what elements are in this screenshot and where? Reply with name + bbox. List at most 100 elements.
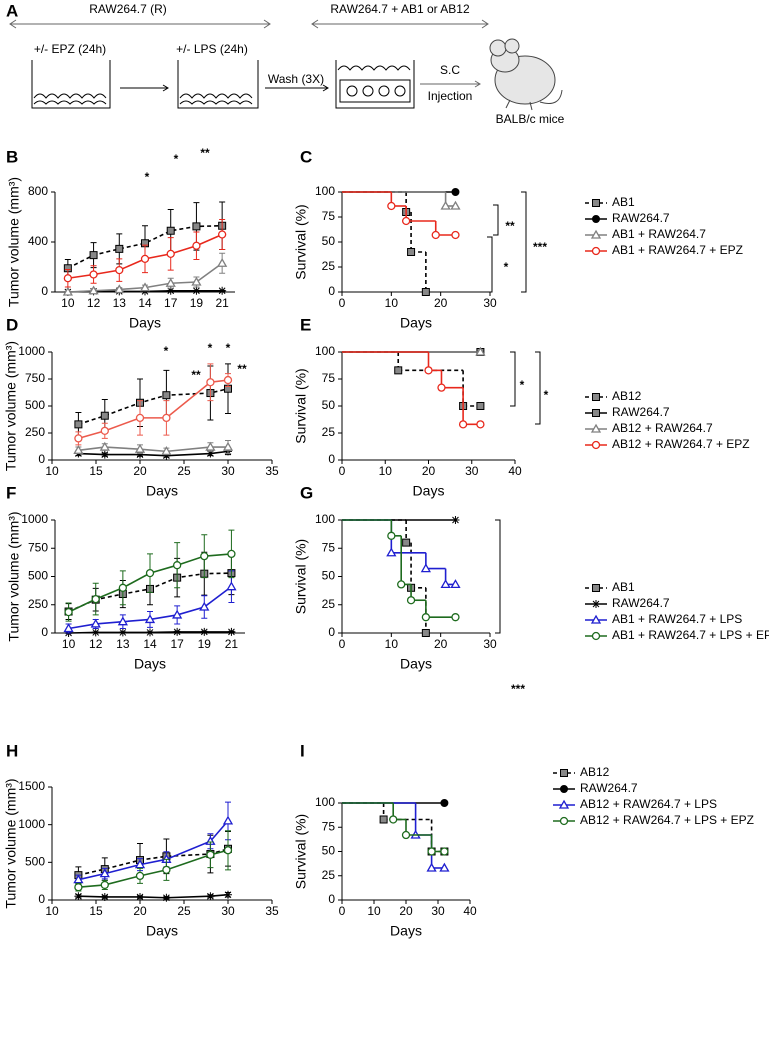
marker	[421, 613, 431, 622]
marker	[146, 628, 154, 637]
marker	[590, 229, 602, 239]
legend-label: RAW264.7	[580, 781, 638, 795]
marker	[99, 868, 110, 878]
marker	[592, 584, 600, 592]
chart: H 0 500 1000 1500 10 15 20 25 30 35 Days Tumor volum…	[3, 741, 279, 938]
arrow-head	[474, 80, 481, 88]
y-tick-label: 100	[315, 184, 335, 198]
marker	[100, 426, 109, 435]
panel-letter: A	[6, 1, 18, 20]
x-tick-label: 10	[45, 464, 59, 478]
legend-label: AB1 + RAW264.7	[612, 227, 706, 241]
x-tick-label: 30	[465, 464, 479, 478]
marker	[191, 276, 202, 286]
x-tick-label: 30	[221, 464, 235, 478]
legend-label: RAW264.7	[612, 405, 670, 419]
marker	[389, 815, 398, 824]
marker	[451, 230, 460, 240]
marker	[162, 451, 171, 460]
marker	[91, 594, 100, 604]
y-tick-label: 250	[25, 425, 45, 439]
y-axis-title: Tumor volume (mm³)	[6, 177, 22, 307]
marker	[591, 631, 601, 641]
chart: F 0 250 500 750 1000 10 12 13 14 17 19 21 Days Tumor v…	[6, 483, 245, 672]
cells	[337, 65, 411, 71]
marker	[134, 859, 146, 869]
x-tick-label: 17	[164, 296, 178, 310]
marker	[431, 230, 440, 240]
x-tick-label: 17	[170, 637, 184, 651]
marker	[74, 892, 83, 901]
marker	[162, 391, 171, 400]
marker	[406, 596, 416, 605]
step-label: Injection	[428, 89, 473, 103]
marker	[592, 600, 600, 608]
marker	[73, 444, 84, 454]
marker	[100, 411, 109, 420]
significance-bracket	[487, 236, 493, 293]
marker	[115, 244, 124, 253]
x-tick-label: 19	[198, 637, 212, 651]
y-tick-label: 25	[322, 597, 336, 611]
panel-letter: D	[6, 315, 18, 334]
panel-letter: C	[300, 147, 312, 166]
marker	[397, 580, 406, 589]
y-tick-label: 1000	[18, 344, 45, 358]
y-tick-label: 25	[322, 868, 336, 882]
y-tick-label: 50	[322, 569, 336, 583]
legend-label: AB1 + RAW264.7 + LPS	[612, 612, 742, 626]
legend-label: AB12 + RAW264.7 + LPS	[580, 797, 717, 811]
marker	[117, 616, 128, 626]
marker	[162, 413, 171, 423]
marker	[162, 865, 171, 875]
legend-label: AB1 + RAW264.7 + EPZ	[612, 243, 743, 257]
cell	[394, 85, 406, 97]
legend-label: RAW264.7	[612, 596, 670, 610]
annotation: *	[520, 378, 525, 392]
marker	[118, 628, 127, 637]
legend-label: AB1 + RAW264.7 + LPS + EPZ	[612, 628, 769, 642]
legend-label: AB1	[612, 580, 635, 594]
marker	[592, 409, 600, 417]
y-axis-title: Survival (%)	[293, 204, 309, 279]
marker	[192, 222, 201, 231]
x-tick-label: 12	[89, 637, 103, 651]
y-tick-label: 750	[25, 371, 45, 385]
annotation: *	[164, 344, 169, 358]
x-axis-title: Days	[413, 483, 445, 499]
marker	[166, 249, 175, 259]
x-tick-label: 30	[431, 904, 445, 918]
marker	[166, 286, 175, 295]
x-axis-title: Days	[129, 315, 161, 331]
tumor-cells	[339, 79, 411, 103]
marker	[226, 581, 237, 591]
marker	[63, 623, 74, 633]
y-tick-label: 25	[322, 259, 336, 273]
cell	[378, 85, 390, 97]
marker	[592, 393, 600, 401]
marker	[451, 188, 460, 196]
annotation: *	[226, 341, 231, 355]
marker	[401, 830, 411, 840]
x-tick-label: 20	[133, 904, 147, 918]
panel-letter: I	[300, 741, 305, 760]
marker	[440, 799, 449, 807]
y-tick-label: 75	[322, 371, 336, 385]
x-tick-label: 20	[422, 464, 436, 478]
marker	[206, 378, 215, 387]
marker	[592, 215, 600, 223]
arrow-head	[9, 19, 271, 29]
marker	[450, 200, 461, 210]
panel-letter: G	[300, 483, 313, 502]
marker	[165, 277, 176, 287]
marker	[476, 402, 485, 410]
significance-bracket	[521, 191, 527, 293]
x-tick-label: 12	[87, 296, 101, 310]
marker	[199, 601, 210, 611]
y-tick-label: 1500	[18, 779, 45, 793]
marker	[200, 552, 209, 561]
marker	[458, 420, 468, 429]
series-line	[78, 848, 229, 876]
annotation: **	[200, 146, 210, 160]
